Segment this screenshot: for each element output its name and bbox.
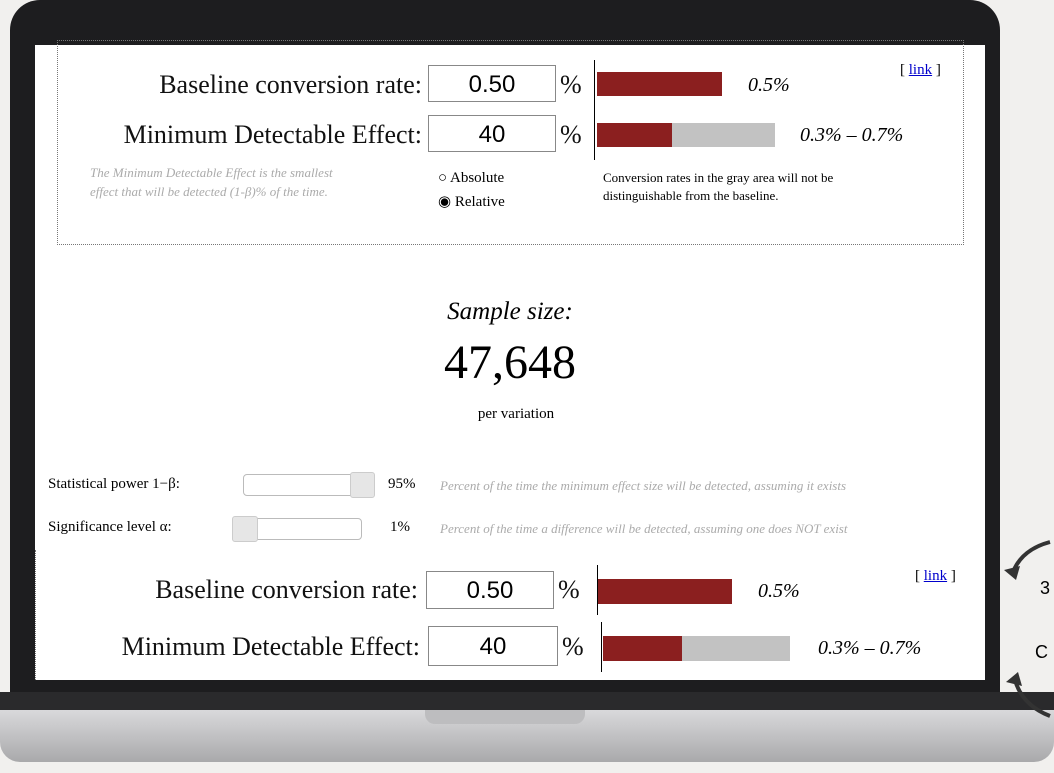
baseline-input[interactable]: 0.50 xyxy=(428,65,556,102)
axis-line xyxy=(594,60,595,160)
mde-bar xyxy=(597,123,672,147)
bracket: [ xyxy=(915,568,920,584)
baseline-label: Baseline conversion rate: xyxy=(159,70,422,100)
option-label: Relative xyxy=(455,194,505,210)
bar-label: 0.3% – 0.7% xyxy=(818,637,921,660)
result-unit: per variation xyxy=(0,406,1032,423)
note: effect that will be detected (1-β)% of t… xyxy=(90,184,328,200)
radio[interactable]: ○ Absolute xyxy=(438,170,504,187)
mde-label: Minimum Detectable Effect: xyxy=(122,632,420,662)
slider-note: Percent of the time the minimum effect s… xyxy=(440,478,846,494)
bar-label: 0.5% xyxy=(758,580,800,603)
notch xyxy=(425,710,585,724)
slider-label: Statistical power 1−β: xyxy=(48,476,180,493)
side-arrows xyxy=(1000,530,1054,730)
percent: % xyxy=(558,575,580,605)
bar-label: 0.3% – 0.7% xyxy=(800,124,903,147)
slider-note: Percent of the time a difference will be… xyxy=(440,521,847,537)
mde-label: Minimum Detectable Effect: xyxy=(124,120,422,150)
baseline-bar xyxy=(598,579,732,604)
axis-line xyxy=(601,622,602,672)
bar-label: 0.5% xyxy=(748,74,790,97)
slider-label: Significance level α: xyxy=(48,519,172,536)
screenshot: Baseline conversion rate: 0.50 % 0.5% [ … xyxy=(0,0,1054,773)
bracket: ] xyxy=(936,62,941,78)
mde-input[interactable]: 40 xyxy=(428,115,556,152)
slider-value: 1% xyxy=(390,519,410,536)
mde-gray-bar xyxy=(672,123,775,147)
baseline-label: Baseline conversion rate: xyxy=(155,575,418,605)
percent: % xyxy=(560,120,582,150)
baseline-input[interactable]: 0.50 xyxy=(426,571,554,609)
percent: % xyxy=(562,632,584,662)
note: Conversion rates in the gray area will n… xyxy=(603,170,833,186)
baseline-bar xyxy=(597,72,722,96)
bracket: ] xyxy=(951,568,956,584)
result-value: 47,648 xyxy=(0,335,1020,390)
side-text: C xyxy=(1035,642,1048,663)
mde-input[interactable]: 40 xyxy=(428,626,558,666)
slider-handle[interactable] xyxy=(350,472,375,498)
link[interactable]: link xyxy=(909,62,932,78)
slider-value: 95% xyxy=(388,476,416,493)
slider-handle[interactable] xyxy=(232,516,258,542)
side-text: 3 xyxy=(1040,578,1050,599)
result-label: Sample size: xyxy=(0,298,1020,326)
link[interactable]: link xyxy=(924,568,947,584)
panel-edge xyxy=(35,550,37,680)
mde-gray-bar xyxy=(682,636,790,661)
bracket: [ xyxy=(900,62,905,78)
hinge xyxy=(0,692,1054,710)
note: The Minimum Detectable Effect is the sma… xyxy=(90,165,333,181)
note: distinguishable from the baseline. xyxy=(603,188,778,204)
mde-bar xyxy=(603,636,682,661)
percent: % xyxy=(560,70,582,100)
link: [ link ] xyxy=(915,568,956,585)
option-label: Absolute xyxy=(450,170,504,186)
link: [ link ] xyxy=(900,62,941,79)
radio[interactable]: ◉ Relative xyxy=(438,192,505,211)
